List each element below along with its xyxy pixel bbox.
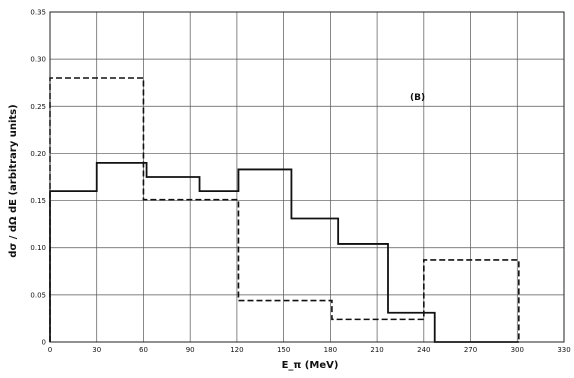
y-tick-label: 0.30 [30,56,46,64]
y-tick-label: 0.20 [30,150,46,158]
x-tick-label: 240 [417,346,430,354]
plot-frame [49,11,565,343]
y-axis-label: dσ / dΩ dE (arbitrary units) [8,104,19,257]
y-tick-label: 0.10 [30,244,46,252]
x-tick-label: 150 [277,346,290,354]
annotation-label: (B) [410,93,425,103]
y-tick-label: 0.35 [30,9,46,17]
y-tick-label: 0.05 [30,291,46,299]
x-tick-label: 120 [230,346,243,354]
histogram-series-solid [49,161,519,343]
histogram-series-dashed [49,77,520,342]
series-layer [49,77,520,343]
x-tick-label: 300 [511,346,524,354]
x-tick-label: 0 [48,346,52,354]
x-tick-label: 210 [370,346,383,354]
y-tick-label: 0 [42,339,46,347]
x-tick-label: 180 [324,346,337,354]
x-tick-label: 90 [186,346,195,354]
x-tick-label: 270 [464,346,477,354]
y-tick-label: 0.25 [30,103,46,111]
x-axis-label: E_π (MeV) [282,360,339,371]
y-tick-label: 0.15 [30,197,46,205]
x-tick-label: 30 [92,346,101,354]
x-tick-label: 330 [557,346,570,354]
axes: 0 30 60 90 120 150 180 210 240 270 300 330 0 0.05 0.10… [30,9,570,355]
x-tick-label: 60 [139,346,148,354]
